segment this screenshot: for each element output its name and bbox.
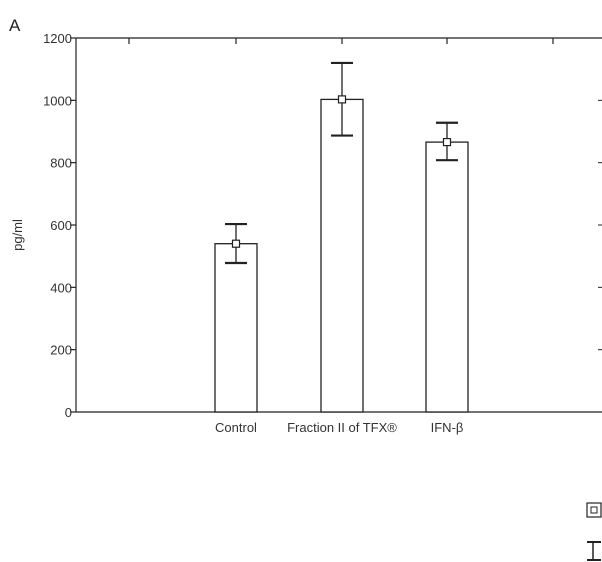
bar-0 bbox=[214, 243, 258, 413]
y-tick-label-400: 400 bbox=[50, 280, 72, 295]
y-tick-label-600: 600 bbox=[50, 218, 72, 233]
mean-marker-2 bbox=[442, 137, 452, 147]
y-tick-label-800: 800 bbox=[50, 156, 72, 171]
legend-error-bar-icon bbox=[587, 541, 601, 561]
y-tick-label-200: 200 bbox=[50, 343, 72, 358]
x-tick-label-1: Fraction II of TFX® bbox=[287, 420, 397, 435]
axes bbox=[70, 37, 602, 413]
bar-2 bbox=[425, 141, 469, 413]
y-axis-title: pg/ml bbox=[10, 219, 25, 251]
bar-1 bbox=[320, 98, 364, 413]
x-tick-labels: Control Fraction II of TFX® IFN-β bbox=[215, 420, 463, 435]
panel-label: A bbox=[9, 16, 21, 35]
x-tick-label-2: IFN-β bbox=[431, 420, 464, 435]
y-tick-label-1200: 1200 bbox=[43, 31, 72, 46]
legend bbox=[586, 502, 602, 561]
y-tick-label-0: 0 bbox=[65, 405, 72, 420]
mean-markers bbox=[231, 95, 452, 248]
mean-marker-1 bbox=[337, 95, 347, 104]
mean-marker-0 bbox=[231, 239, 241, 248]
legend-mean-marker-icon bbox=[586, 502, 602, 518]
y-tick-label-1000: 1000 bbox=[43, 93, 72, 108]
y-tick-labels: 0 200 400 600 800 1000 1200 bbox=[43, 31, 72, 420]
x-tick-label-0: Control bbox=[215, 420, 257, 435]
bars bbox=[214, 98, 469, 413]
